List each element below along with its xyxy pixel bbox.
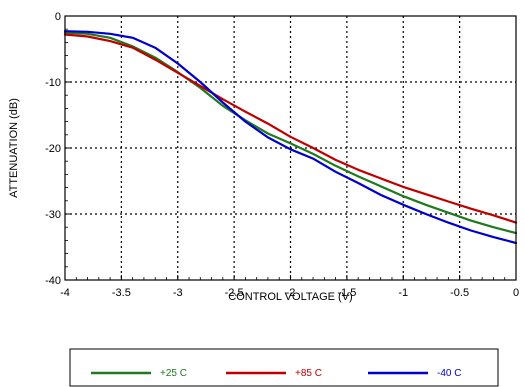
y-tick-labels: 0 -10 -20 -30 -40 bbox=[45, 11, 61, 287]
y-tick-label: 0 bbox=[55, 11, 61, 23]
y-axis-label: ATTENUATION (dB) bbox=[8, 98, 20, 198]
legend-label: +25 C bbox=[160, 368, 187, 379]
x-tick-label: -3.5 bbox=[112, 287, 131, 299]
legend-box bbox=[69, 348, 499, 387]
x-tick-label: -0.5 bbox=[450, 287, 469, 299]
x-tick-label: -4 bbox=[60, 287, 70, 299]
series-line-85-C bbox=[63, 33, 518, 224]
legend: +25 C +85 C -40 C bbox=[69, 348, 499, 387]
y-tick-label: -20 bbox=[45, 143, 61, 155]
x-tick-labels: -4 -3.5 -3 -2.5 -2 -1.5 -1 -0.5 0 bbox=[60, 287, 519, 299]
x-tick-label: 0 bbox=[513, 287, 519, 299]
x-tick-label: -2.5 bbox=[225, 287, 244, 299]
legend-label: +85 C bbox=[295, 368, 322, 379]
axis-ticks bbox=[64, 15, 517, 281]
y-tick-label: -40 bbox=[45, 275, 61, 287]
x-tick-label: -3 bbox=[173, 287, 183, 299]
y-tick-label: -30 bbox=[45, 209, 61, 221]
series-line-40-C bbox=[63, 30, 518, 245]
series-line-25-C bbox=[63, 31, 518, 235]
x-tick-label: -2 bbox=[286, 287, 296, 299]
y-tick-label: -10 bbox=[45, 77, 61, 89]
grid bbox=[65, 16, 516, 280]
series-lines bbox=[63, 30, 518, 245]
legend-label: -40 C bbox=[437, 368, 461, 379]
x-axis-label: CONTROL VOLTAGE (V) bbox=[228, 291, 352, 303]
x-tick-label: -1 bbox=[398, 287, 408, 299]
x-tick-label: -1.5 bbox=[337, 287, 356, 299]
